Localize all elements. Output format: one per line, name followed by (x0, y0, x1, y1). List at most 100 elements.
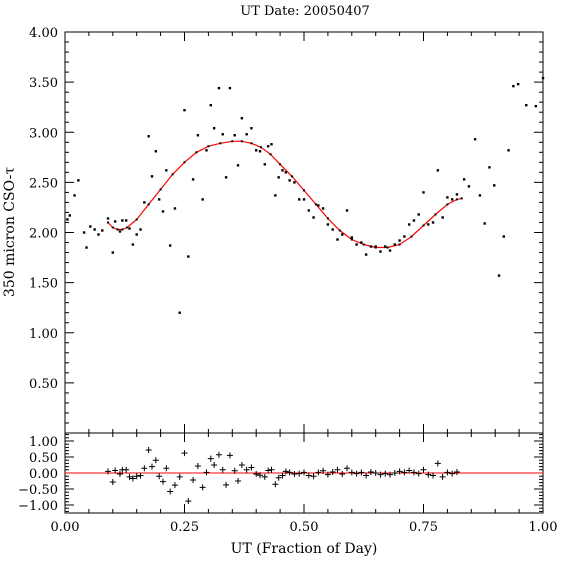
residual-point (353, 470, 360, 477)
fit-curve-point (107, 221, 110, 224)
data-point (245, 133, 248, 136)
data-point (277, 176, 280, 179)
data-point (165, 169, 168, 172)
data-point (93, 228, 96, 231)
residual-point (261, 473, 268, 480)
data-point (217, 86, 221, 90)
residual-point (181, 450, 188, 457)
data-point (150, 175, 154, 178)
residual-point (248, 464, 255, 471)
residual-point (415, 470, 422, 477)
fit-curve-point (147, 203, 150, 206)
fit-curve-point (362, 243, 365, 246)
data-point (85, 246, 88, 249)
residual-point (203, 469, 210, 476)
data-point (312, 216, 315, 219)
data-point (73, 194, 76, 197)
residual-point (171, 482, 178, 489)
data-point (101, 229, 104, 232)
data-point (450, 198, 454, 201)
data-point (446, 196, 449, 199)
residual-point (367, 469, 374, 476)
residual-point (449, 470, 456, 477)
residual-point (282, 468, 289, 475)
data-point (201, 198, 204, 201)
residual-point (243, 466, 250, 473)
x-tick-label: 0.25 (170, 520, 199, 535)
data-point (317, 204, 320, 207)
data-point (355, 243, 358, 246)
data-point (118, 230, 122, 233)
residual-point (176, 473, 183, 480)
residual-point (133, 473, 140, 480)
fit-curve-point (259, 146, 262, 149)
data-point (507, 149, 510, 152)
data-point (143, 201, 146, 204)
data-point (302, 198, 306, 201)
residual-point (190, 477, 197, 484)
data-point (139, 228, 142, 231)
data-point (407, 223, 411, 226)
residual-point (145, 446, 152, 453)
data-point (473, 138, 477, 141)
fit-curve (107, 140, 463, 249)
data-point (77, 179, 80, 182)
data-point (128, 227, 131, 230)
residual-point (152, 457, 159, 464)
residual-point (358, 469, 365, 476)
data-point (121, 219, 124, 222)
data-point (274, 194, 277, 197)
fit-curve-point (446, 203, 449, 206)
residual-point (159, 478, 166, 485)
fit-curve-point (291, 175, 294, 178)
residual-point (296, 470, 303, 477)
residual-point (453, 469, 460, 476)
main-plot-tick-labels: 0.50 1.00 1.50 2.00 2.50 3.00 3.50 4.00 (29, 26, 58, 392)
data-point (68, 214, 71, 217)
main-plot-ticks (64, 31, 544, 434)
residual-plot-ticks (64, 433, 544, 513)
data-point (331, 228, 334, 231)
residual-y-tick-label: 1.00 (29, 435, 58, 450)
fit-curve-point (121, 228, 124, 231)
data-point (393, 243, 397, 246)
residual-point (253, 470, 260, 477)
data-point (307, 209, 310, 212)
fit-curve-point (350, 238, 353, 241)
residual-point (334, 466, 341, 473)
data-point (345, 209, 349, 212)
residual-point (194, 462, 201, 469)
x-tick-label: 0.50 (290, 520, 319, 535)
data-point (417, 213, 420, 216)
data-point (293, 181, 296, 184)
data-point (467, 185, 471, 188)
data-point (525, 103, 528, 107)
residual-point (235, 478, 242, 484)
residual-point (272, 481, 279, 488)
data-point (135, 233, 138, 236)
data-point (350, 236, 353, 239)
fit-curve-point (240, 140, 243, 143)
data-point (224, 176, 228, 179)
fit-curve-point (269, 153, 272, 156)
fit-curve-point (183, 161, 186, 164)
data-point (512, 84, 515, 88)
main-plot: 0.50 1.00 1.50 2.00 2.50 3.00 3.50 4.00 350 mic… (2, 26, 545, 434)
data-point (441, 216, 444, 219)
residual-plot-tick-labels: 1.000.500.00−0.50−1.00 (18, 435, 58, 514)
data-point (398, 239, 401, 242)
residual-point (207, 455, 214, 462)
data-point (97, 233, 100, 236)
fit-curve-point (207, 145, 210, 148)
data-point (147, 135, 150, 138)
fit-curve-point (422, 224, 425, 227)
x-tick-label: 1.00 (529, 520, 558, 535)
data-point (236, 164, 240, 167)
residual-point (329, 469, 336, 476)
residual-point (344, 465, 351, 472)
data-point (462, 178, 466, 181)
data-point (250, 127, 253, 130)
residual-point (324, 471, 331, 478)
fit-curve-point (135, 218, 138, 221)
residual-point (211, 462, 218, 468)
